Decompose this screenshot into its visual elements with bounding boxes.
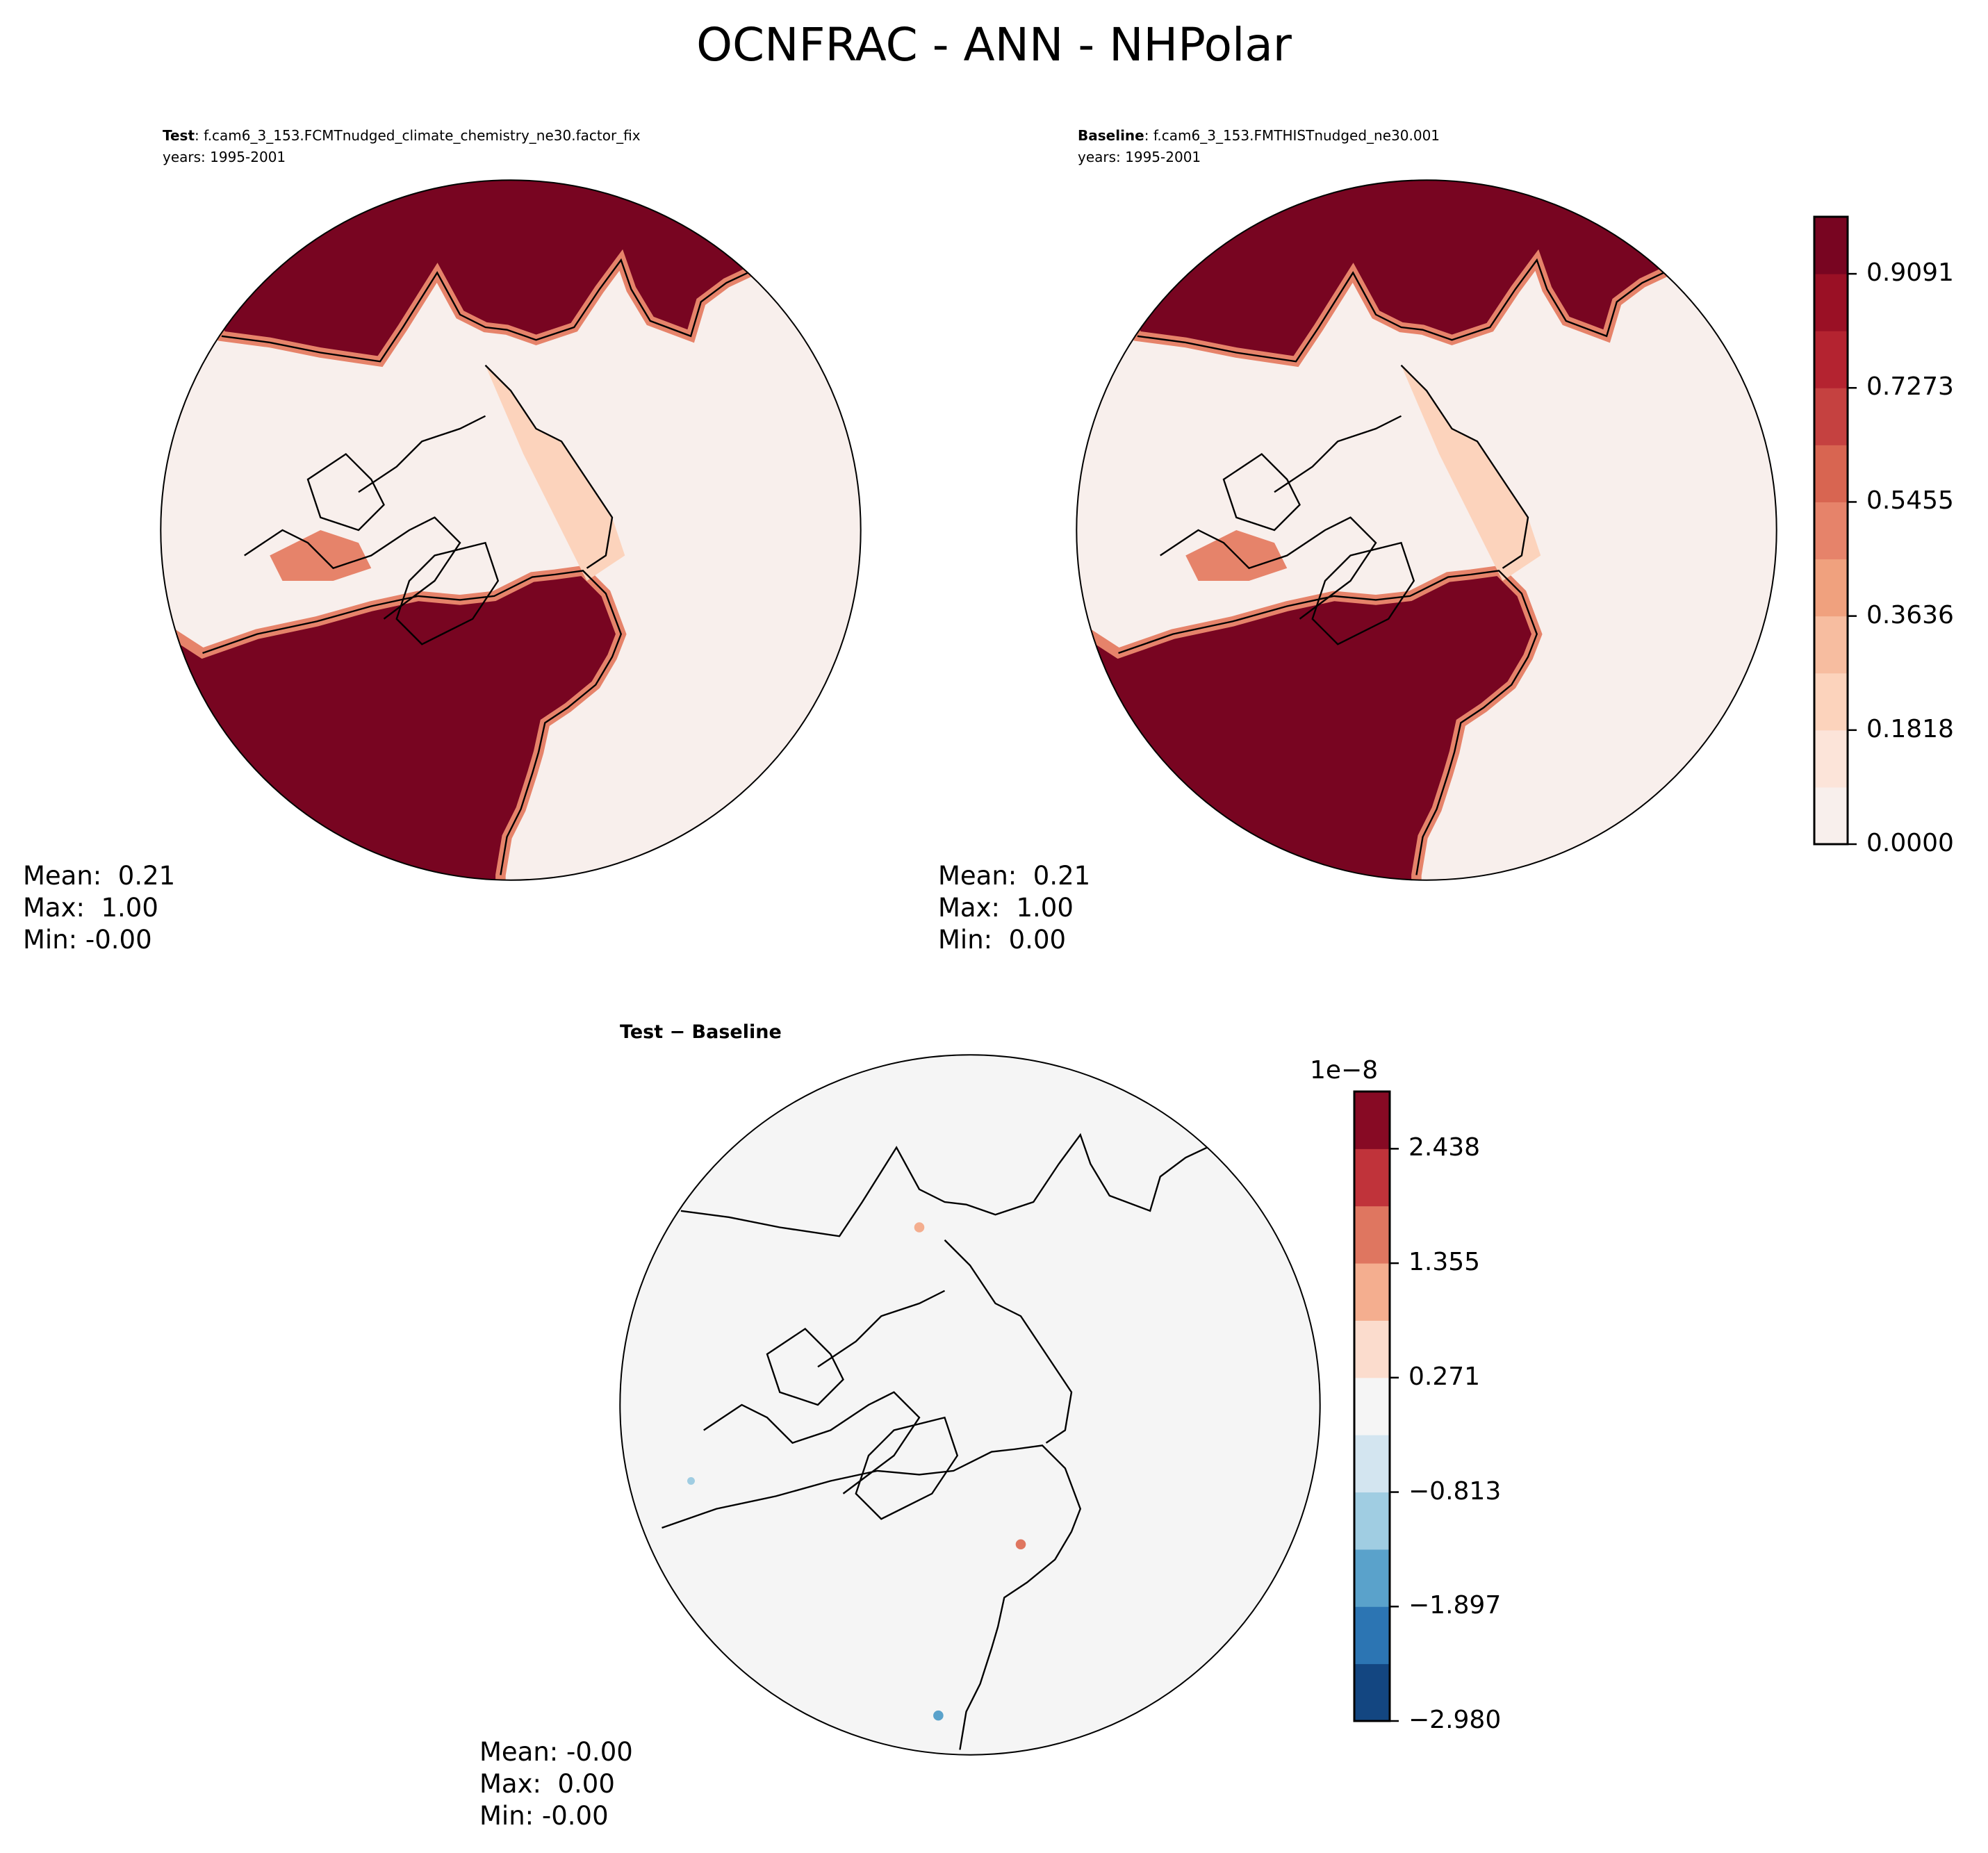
- colorbar-bin: [1814, 274, 1848, 331]
- test-stats: Mean: 0.21 Max: 1.00 Min: -0.00: [23, 860, 175, 956]
- diff-stats: Mean: -0.00 Max: 0.00 Min: -0.00: [479, 1736, 633, 1832]
- colorbar-bin: [1354, 1205, 1390, 1264]
- colorbar-tick-label: 0.1818: [1866, 714, 1954, 743]
- colorbar-bin: [1354, 1549, 1390, 1607]
- colorbar-tick-label: 2.438: [1408, 1133, 1481, 1162]
- colorbar-tick-label: 1.355: [1408, 1248, 1481, 1277]
- test-low-fraction-region: [485, 365, 625, 581]
- colorbar-tick-label: 0.9091: [1866, 258, 1954, 288]
- colorbar-bin: [1814, 388, 1848, 445]
- colorbar-tick-label: 0.5455: [1866, 486, 1954, 516]
- baseline-map: [1076, 179, 1777, 881]
- colorbar-tick-label: 0.271: [1408, 1362, 1481, 1391]
- colorbar-scale-label: 1e−8: [1310, 1056, 1379, 1085]
- colorbar-tick-label: 0.0000: [1866, 829, 1954, 857]
- diff-min: Min: -0.00: [479, 1801, 609, 1831]
- test-max: Max: 1.00: [23, 893, 158, 923]
- diff-negative-spot: [687, 1477, 695, 1485]
- colorbar-tick-label: −2.980: [1408, 1706, 1502, 1734]
- baseline-panel-title: Baseline: f.cam6_3_153.FMTHISTnudged_ne3…: [1078, 125, 1440, 168]
- baseline-max: Max: 1.00: [938, 893, 1074, 923]
- diff-positive-spot: [1015, 1539, 1026, 1550]
- colorbar-bin: [1354, 1435, 1390, 1493]
- baseline-low-fraction-region: [1401, 365, 1541, 581]
- test-min: Min: -0.00: [23, 925, 152, 955]
- colorbar-bin: [1354, 1606, 1390, 1665]
- colorbar-fraction: [1813, 215, 1857, 846]
- colorbar-bin: [1354, 1148, 1390, 1207]
- diff-map: [619, 1054, 1321, 1756]
- baseline-years: years: 1995-2001: [1078, 149, 1201, 165]
- colorbar-tick-label: −0.813: [1408, 1476, 1502, 1506]
- diff-panel-title: Test − Baseline: [620, 1021, 782, 1043]
- diff-map-background: [620, 1055, 1320, 1755]
- test-mean: Mean: 0.21: [23, 861, 176, 891]
- colorbar-bin: [1354, 1663, 1390, 1722]
- colorbar-tick-label: 0.7273: [1866, 372, 1954, 402]
- test-panel-title: Test: f.cam6_3_153.FCMTnudged_climate_ch…: [163, 125, 641, 168]
- figure-title: OCNFRAC - ANN - NHPolar: [696, 18, 1292, 72]
- colorbar-bin: [1814, 559, 1848, 617]
- colorbar-bin: [1354, 1092, 1390, 1149]
- colorbar-bin: [1814, 445, 1848, 502]
- colorbar-bin: [1354, 1377, 1390, 1435]
- colorbar-bin: [1814, 616, 1848, 674]
- colorbar-bin: [1814, 502, 1848, 560]
- baseline-mean: Mean: 0.21: [938, 861, 1091, 891]
- baseline-min: Min: 0.00: [938, 925, 1067, 955]
- baseline-map-boundary: [1076, 179, 1777, 881]
- baseline-stats: Mean: 0.21 Max: 1.00 Min: 0.00: [938, 860, 1090, 956]
- diff-max: Max: 0.00: [479, 1769, 615, 1799]
- colorbar-bin: [1354, 1492, 1390, 1550]
- colorbar-difference: [1353, 1090, 1399, 1722]
- test-label: Test: [163, 127, 195, 144]
- colorbar-bin: [1354, 1263, 1390, 1321]
- colorbar-frame: [1813, 215, 1849, 846]
- diff-negative-spot: [933, 1710, 944, 1721]
- colorbar-tick-label: −1.897: [1408, 1591, 1502, 1620]
- test-years: years: 1995-2001: [163, 149, 286, 165]
- diff-mean: Mean: -0.00: [479, 1737, 633, 1767]
- colorbar-tick-label: 0.3636: [1866, 600, 1954, 629]
- colorbar-bin: [1814, 673, 1848, 731]
- test-map: [160, 179, 862, 881]
- colorbar-frame: [1353, 1090, 1391, 1722]
- test-case-name: : f.cam6_3_153.FCMTnudged_climate_chemis…: [195, 127, 641, 144]
- colorbar-bin: [1354, 1320, 1390, 1378]
- colorbar-bin: [1814, 217, 1848, 274]
- baseline-case-name: : f.cam6_3_153.FMTHISTnudged_ne30.001: [1144, 127, 1440, 144]
- colorbar-bin: [1814, 331, 1848, 388]
- test-map-boundary: [160, 179, 862, 881]
- baseline-label: Baseline: [1078, 127, 1144, 144]
- colorbar-bin: [1814, 787, 1848, 845]
- diff-positive-spot: [914, 1222, 925, 1233]
- diff-map-boundary: [619, 1054, 1321, 1756]
- colorbar-bin: [1814, 730, 1848, 788]
